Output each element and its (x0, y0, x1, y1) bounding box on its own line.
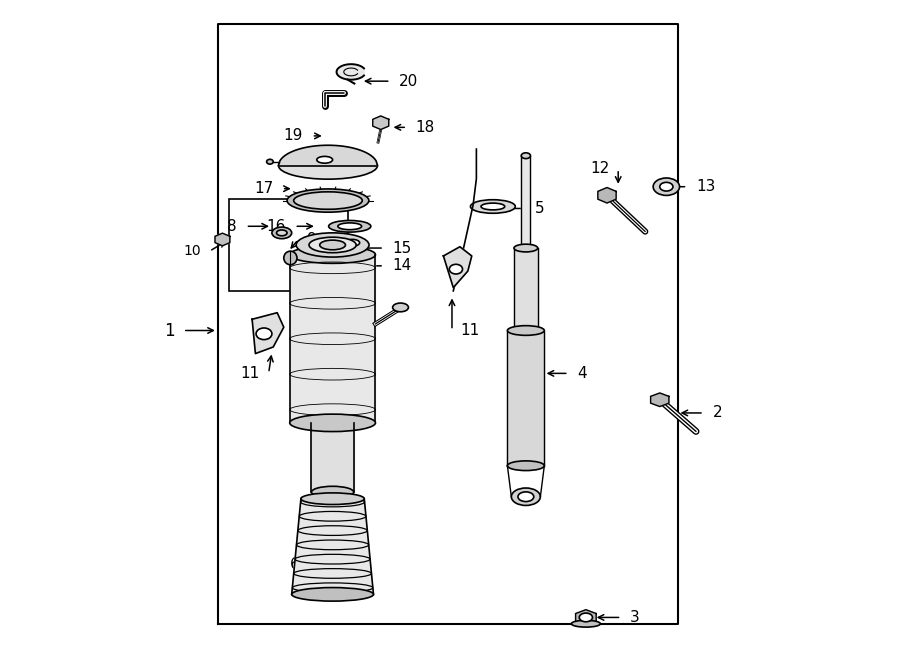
Bar (229, 198, 347, 291)
Ellipse shape (508, 326, 544, 335)
Ellipse shape (471, 200, 516, 214)
Polygon shape (290, 254, 375, 423)
Polygon shape (337, 64, 364, 80)
Ellipse shape (278, 152, 377, 179)
Ellipse shape (328, 221, 371, 232)
Polygon shape (514, 248, 537, 330)
Text: 9: 9 (307, 232, 317, 247)
Ellipse shape (572, 620, 600, 627)
Ellipse shape (580, 613, 592, 622)
Text: 15: 15 (392, 241, 412, 256)
Ellipse shape (481, 203, 505, 210)
Ellipse shape (290, 246, 375, 263)
Polygon shape (576, 609, 596, 625)
Polygon shape (444, 247, 472, 288)
Ellipse shape (296, 233, 369, 257)
Polygon shape (311, 423, 354, 492)
Ellipse shape (272, 227, 292, 239)
Ellipse shape (311, 486, 354, 498)
Text: 12: 12 (590, 161, 609, 176)
Text: 14: 14 (392, 258, 412, 274)
Ellipse shape (256, 328, 272, 340)
Text: 17: 17 (254, 181, 274, 196)
Ellipse shape (290, 414, 375, 432)
Text: 18: 18 (416, 120, 435, 135)
Ellipse shape (338, 223, 362, 229)
Ellipse shape (293, 192, 363, 210)
Text: 16: 16 (266, 219, 286, 234)
Ellipse shape (320, 240, 346, 250)
Ellipse shape (309, 237, 356, 253)
Text: 10: 10 (183, 245, 201, 258)
Ellipse shape (508, 461, 544, 471)
Ellipse shape (266, 159, 274, 164)
Text: 13: 13 (696, 179, 716, 194)
Ellipse shape (345, 239, 360, 246)
Ellipse shape (653, 178, 680, 196)
Polygon shape (215, 233, 230, 246)
Polygon shape (341, 237, 364, 249)
Ellipse shape (317, 157, 333, 163)
Text: 11: 11 (241, 366, 260, 381)
Ellipse shape (287, 189, 369, 212)
Ellipse shape (284, 251, 297, 264)
Text: 5: 5 (535, 201, 544, 216)
Text: 7: 7 (323, 382, 333, 397)
Text: 11: 11 (461, 323, 480, 338)
Polygon shape (521, 156, 530, 248)
Text: 19: 19 (284, 128, 303, 143)
Polygon shape (508, 330, 544, 466)
Ellipse shape (518, 492, 534, 502)
Polygon shape (292, 498, 374, 594)
Ellipse shape (301, 493, 364, 504)
Ellipse shape (521, 153, 530, 159)
Ellipse shape (392, 303, 409, 312)
Text: 20: 20 (400, 73, 419, 89)
Text: 3: 3 (630, 610, 640, 625)
Ellipse shape (276, 230, 287, 236)
Text: 8: 8 (228, 219, 237, 234)
Ellipse shape (514, 244, 537, 252)
Ellipse shape (292, 588, 374, 601)
Ellipse shape (660, 182, 673, 191)
Polygon shape (252, 313, 284, 354)
Ellipse shape (449, 264, 463, 274)
Text: 6: 6 (290, 557, 300, 572)
Polygon shape (598, 188, 616, 203)
Text: 2: 2 (713, 405, 722, 420)
Ellipse shape (511, 488, 540, 506)
Text: 1: 1 (164, 321, 175, 340)
Text: 4: 4 (577, 366, 587, 381)
Polygon shape (651, 393, 669, 407)
Polygon shape (373, 116, 389, 130)
